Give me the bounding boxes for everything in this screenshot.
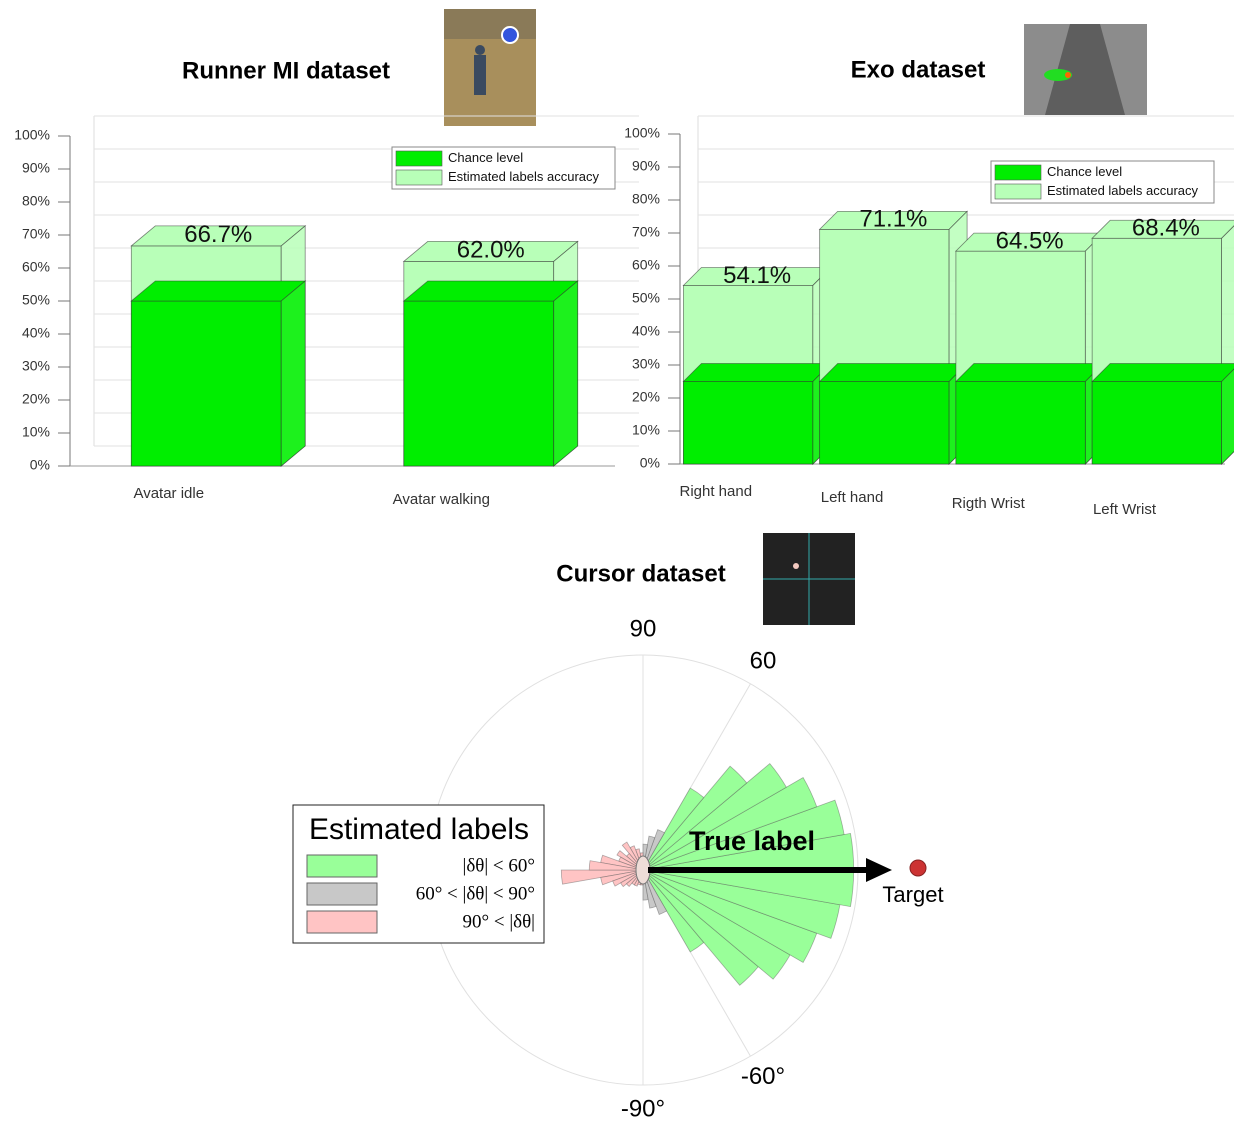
- rose-wedge: [642, 869, 818, 963]
- y-tick-label: 50%: [632, 290, 660, 306]
- y-tick-label: 30%: [22, 358, 50, 374]
- arrow-head: [866, 858, 892, 882]
- legend-swatch: [395, 150, 443, 167]
- value-label: 54.1%: [723, 262, 791, 289]
- annotation: Target: [882, 882, 943, 907]
- legend-label: |δθ| < 60°: [463, 855, 535, 876]
- bar-front: [403, 300, 555, 467]
- chart-title: Runner MI dataset: [182, 57, 390, 84]
- bar-front: [955, 381, 1086, 465]
- rose-wedge: [600, 869, 644, 886]
- y-tick-label: 20%: [632, 389, 660, 405]
- y-tick-label: 80%: [632, 191, 660, 207]
- x-tick-label: Rigth Wrist: [952, 495, 1026, 512]
- exo-thumbnail: [1024, 24, 1147, 115]
- legend-label: Chance level: [1047, 164, 1122, 179]
- target-dot: [909, 859, 927, 877]
- rose-wedge: [642, 787, 705, 871]
- angle-tick-label: 90: [630, 615, 657, 642]
- legend-label: Estimated labels accuracy: [448, 169, 600, 184]
- rose-wedge: [642, 765, 748, 871]
- hand-icon: [635, 855, 651, 885]
- legend-swatch: [994, 164, 1042, 181]
- legend-swatch: [306, 910, 378, 934]
- y-tick-label: 50%: [22, 292, 50, 308]
- rose-wedge: [588, 860, 644, 871]
- y-tick-label: 30%: [632, 356, 660, 372]
- y-tick-label: 20%: [22, 391, 50, 407]
- y-tick-label: 100%: [624, 125, 660, 141]
- angle-tick-label: 60: [750, 647, 777, 674]
- rose-wedge: [642, 799, 845, 871]
- y-tick-label: 100%: [14, 127, 50, 143]
- x-tick-label: Avatar idle: [133, 485, 204, 502]
- rose-wedge: [612, 869, 644, 887]
- value-label: 71.1%: [859, 206, 927, 233]
- value-label: 68.4%: [1132, 215, 1200, 242]
- runner-thumbnail: [444, 9, 536, 126]
- y-tick-label: 60%: [632, 257, 660, 273]
- y-tick-label: 90%: [22, 160, 50, 176]
- bar-front: [130, 300, 282, 467]
- x-tick-label: Left Wrist: [1093, 501, 1157, 518]
- rose-wedge: [642, 777, 818, 871]
- legend-swatch: [395, 169, 443, 186]
- legend-label: Estimated labels accuracy: [1047, 183, 1199, 198]
- rose-wedge: [642, 869, 791, 980]
- y-tick-label: 70%: [632, 224, 660, 240]
- bar-front: [1091, 381, 1222, 465]
- y-tick-label: 0%: [30, 457, 50, 473]
- legend-label: 60° < |δθ| < 90°: [416, 883, 535, 904]
- y-tick-label: 60%: [22, 259, 50, 275]
- bar-top: [130, 280, 307, 302]
- value-label: 64.5%: [996, 227, 1064, 254]
- y-tick-label: 0%: [640, 455, 660, 471]
- x-tick-label: Right hand: [679, 483, 752, 500]
- bar-top: [954, 363, 1105, 382]
- legend-title: Estimated labels: [309, 813, 529, 846]
- legend-swatch: [994, 183, 1042, 200]
- legend-label: 90° < |δθ|: [463, 911, 535, 932]
- angle-tick-label: -90°: [621, 1095, 665, 1122]
- value-label: 66.7%: [184, 221, 252, 248]
- value-label: 62.0%: [457, 237, 525, 264]
- cursor-thumbnail: [763, 533, 855, 625]
- legend-swatch: [306, 854, 378, 878]
- rose-wedge: [642, 869, 668, 915]
- rose-wedge: [560, 869, 644, 885]
- x-tick-label: Avatar walking: [393, 491, 490, 508]
- chart-title: Exo dataset: [851, 56, 986, 83]
- rose-wedge: [642, 869, 759, 986]
- bar-top: [402, 280, 579, 302]
- y-tick-label: 70%: [22, 226, 50, 242]
- bar-side: [280, 280, 306, 467]
- bar-top: [818, 363, 969, 382]
- bar-front: [819, 381, 950, 465]
- bar-side: [553, 280, 579, 467]
- legend-label: Chance level: [448, 150, 523, 165]
- y-tick-label: 10%: [22, 424, 50, 440]
- rose-wedge: [600, 854, 644, 871]
- bar-top: [682, 363, 832, 382]
- rose-wedge: [642, 869, 841, 939]
- legend-swatch: [306, 882, 378, 906]
- y-tick-label: 80%: [22, 193, 50, 209]
- y-tick-label: 10%: [632, 422, 660, 438]
- angle-tick-label: -60°: [741, 1063, 785, 1090]
- y-tick-label: 40%: [632, 323, 660, 339]
- bar-top: [1091, 363, 1234, 382]
- y-tick-label: 40%: [22, 325, 50, 341]
- y-tick-label: 90%: [632, 158, 660, 174]
- chart-title: Cursor dataset: [556, 560, 725, 587]
- annotation: True label: [689, 826, 815, 856]
- bar-front: [683, 381, 814, 465]
- rose-wedge: [642, 763, 787, 871]
- x-tick-label: Left hand: [821, 489, 884, 506]
- bar-top: [1091, 219, 1234, 239]
- rose-wedge: [642, 869, 705, 953]
